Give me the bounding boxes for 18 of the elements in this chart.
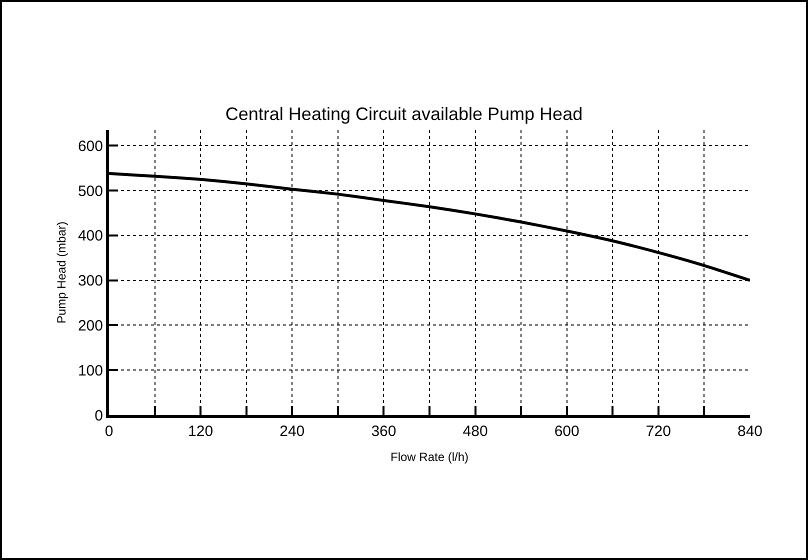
y-tick-label: 200 (78, 317, 103, 334)
y-tick-label: 100 (78, 362, 103, 380)
x-tick-label: 120 (188, 423, 214, 440)
x-tick-label: 0 (104, 423, 114, 440)
y-tick-label: 600 (78, 138, 103, 155)
y-tick-label: 300 (78, 272, 103, 290)
y-tick-label: 500 (78, 182, 103, 200)
x-tick-label: 360 (371, 423, 396, 440)
x-tick-label: 720 (646, 423, 671, 440)
y-tick-label: 0 (94, 407, 103, 424)
x-tick-label: 840 (737, 423, 763, 440)
y-axis-title: Pump Head (mbar) (54, 221, 68, 324)
x-axis-title: Flow Rate (l/h) (390, 450, 469, 464)
chart-title: Central Heating Circuit available Pump Head (225, 104, 583, 124)
x-tick-label: 600 (554, 423, 580, 440)
y-tick-label: 400 (78, 228, 103, 245)
x-tick-label: 480 (462, 423, 488, 440)
x-tick-label: 240 (280, 423, 305, 440)
